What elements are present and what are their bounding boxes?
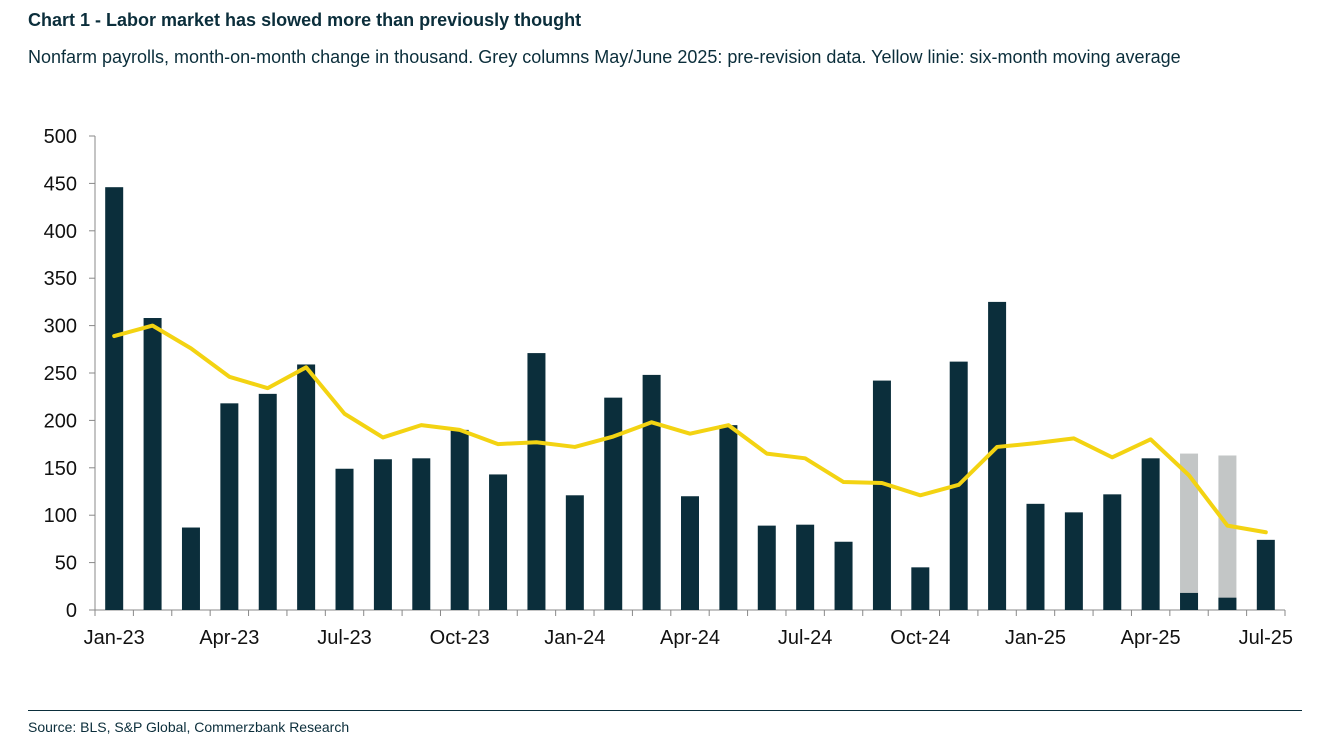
pre-revision-bars <box>1180 453 1237 610</box>
x-tick-label: Apr-24 <box>660 627 720 649</box>
payroll-bar <box>527 353 546 610</box>
payroll-bar <box>1218 597 1237 610</box>
payroll-bar <box>220 403 239 610</box>
source-note: Source: BLS, S&P Global, Commerzbank Res… <box>28 719 350 735</box>
x-tick-label: Jul-24 <box>778 627 832 649</box>
payroll-bar <box>297 364 316 610</box>
payroll-bar <box>988 301 1007 610</box>
payroll-bar <box>489 474 508 610</box>
x-tick-label: Jan-23 <box>84 627 145 649</box>
payroll-bar <box>1256 539 1275 610</box>
x-tick-label: Oct-24 <box>890 627 950 649</box>
x-tick-label: Jul-23 <box>317 627 371 649</box>
payroll-bar <box>872 380 891 610</box>
y-tick-label: 450 <box>44 173 77 195</box>
x-tick-label: Apr-23 <box>199 627 259 649</box>
payroll-bar <box>450 429 469 610</box>
payroll-bar <box>373 459 392 610</box>
y-tick-label: 300 <box>44 316 77 338</box>
payroll-bar <box>105 187 124 610</box>
payrolls-chart: 0 50 100 150 200 250 300 350 400 450 500 Jan-23 Apr… <box>44 126 1293 649</box>
payroll-bar <box>681 496 699 610</box>
pre-revision-bar <box>1180 453 1199 610</box>
payroll-bar <box>335 468 354 610</box>
payroll-bar <box>911 567 930 610</box>
chart-subtitle: Nonfarm payrolls, month-on-month change … <box>28 47 1181 67</box>
y-tick-label: 100 <box>44 505 77 527</box>
x-tick-label: Apr-25 <box>1121 627 1181 649</box>
payroll-bar <box>258 393 277 610</box>
y-tick-label: 150 <box>44 458 77 480</box>
y-tick-label: 250 <box>44 363 77 385</box>
payroll-bar <box>1026 503 1045 610</box>
payroll-bar <box>604 397 623 610</box>
payroll-bar <box>565 495 584 610</box>
x-axis: Jan-23 Apr-23 Jul-23 Oct-23 Jan-24 Apr-24 Jul-… <box>84 609 1293 649</box>
payroll-bar <box>143 318 162 610</box>
y-tick-label: 200 <box>44 410 77 432</box>
payroll-bar <box>1180 592 1199 610</box>
y-tick-label: 0 <box>66 600 77 622</box>
payroll-bar <box>181 527 200 610</box>
footer-divider <box>28 710 1302 711</box>
y-axis: 0 50 100 150 200 250 300 350 400 450 500 <box>44 126 96 622</box>
moving-average-line <box>112 323 1268 535</box>
payroll-bar <box>757 525 776 610</box>
x-tick-label: Jul-25 <box>1239 627 1293 649</box>
chart-title: Chart 1 - Labor market has slowed more t… <box>28 10 582 30</box>
payroll-bar <box>834 541 853 610</box>
moving-average-polyline <box>112 323 1268 535</box>
payroll-bar <box>412 458 431 610</box>
y-tick-label: 50 <box>55 553 77 575</box>
payroll-bar <box>719 425 738 610</box>
payroll-bar <box>642 374 661 610</box>
y-tick-label: 400 <box>44 221 77 243</box>
payroll-bar <box>1103 494 1122 610</box>
x-tick-label: Jan-25 <box>1005 627 1066 649</box>
x-tick-label: Jan-24 <box>544 627 605 649</box>
x-tick-label: Oct-23 <box>430 627 490 649</box>
payroll-bar <box>1141 458 1160 610</box>
y-tick-label: 350 <box>44 268 77 290</box>
pre-revision-bar <box>1218 455 1237 610</box>
y-tick-label: 500 <box>44 126 77 148</box>
payroll-bars <box>105 187 1275 610</box>
payroll-bar <box>1064 512 1083 610</box>
payroll-bar <box>796 524 815 610</box>
